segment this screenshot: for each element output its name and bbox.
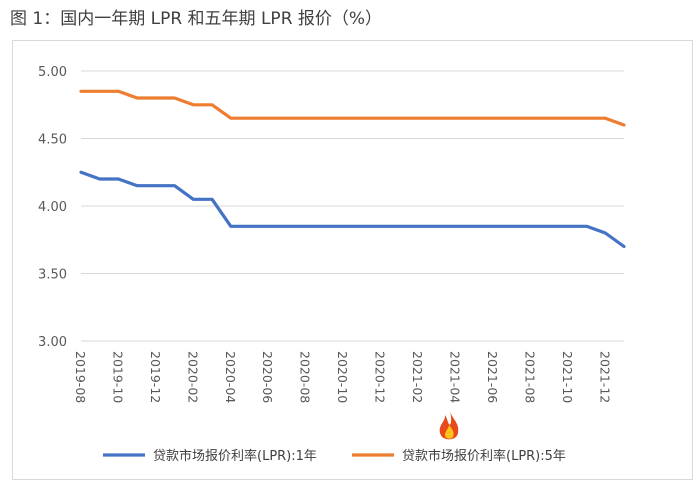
data-point <box>510 224 514 228</box>
y-axis: 5.00 4.50 4.00 3.50 3.00 <box>38 65 67 350</box>
data-point <box>248 224 252 228</box>
data-point <box>603 231 607 235</box>
x-tick-label: 2020-08 <box>298 351 313 403</box>
data-point <box>191 197 195 201</box>
data-point <box>566 224 570 228</box>
data-point <box>304 116 308 120</box>
data-point <box>547 116 551 120</box>
line-chart: 5.004.504.003.503.00 2019-08 2019-10 2019-… <box>38 65 626 464</box>
x-tick-label: 2019-10 <box>110 351 125 403</box>
data-point <box>135 184 139 188</box>
data-point <box>154 96 158 100</box>
x-tick-label: 2020-12 <box>373 351 388 403</box>
data-point <box>285 224 289 228</box>
x-tick-label: 2021-10 <box>560 351 575 403</box>
x-tick-label: 2020-06 <box>260 351 275 403</box>
data-point <box>435 116 439 120</box>
legend-label: 贷款市场报价利率(LPR):5年 <box>402 448 566 464</box>
data-point <box>154 184 158 188</box>
data-point <box>341 224 345 228</box>
x-tick-label: 2021-12 <box>597 351 612 403</box>
data-point <box>248 116 252 120</box>
data-point <box>360 116 364 120</box>
data-point <box>603 116 607 120</box>
data-point <box>454 224 458 228</box>
x-tick-label: 2019-12 <box>148 351 163 403</box>
data-point <box>360 224 364 228</box>
data-point <box>341 116 345 120</box>
data-point <box>266 224 270 228</box>
data-point <box>622 123 626 127</box>
data-point <box>79 89 83 93</box>
series-lines <box>79 89 626 249</box>
y-tick-label: 3.00 <box>38 335 67 350</box>
x-axis: 2019-08 2019-10 2019-12 2020-02 2020-04 2020-… <box>73 351 612 403</box>
data-point <box>566 116 570 120</box>
data-point <box>79 170 83 174</box>
y-tick-label: 4.50 <box>38 133 67 148</box>
x-tick-label: 2021-08 <box>522 351 537 403</box>
x-tick-label: 2021-04 <box>447 351 462 403</box>
data-point <box>528 224 532 228</box>
chart-frame: 5.00 4.50 4.00 3.50 3.00 2019-08 2019-10 2019-… <box>12 40 693 480</box>
data-point <box>322 116 326 120</box>
data-point <box>435 224 439 228</box>
data-point <box>379 116 383 120</box>
data-point <box>135 96 139 100</box>
data-point <box>491 116 495 120</box>
series-line-5y <box>79 89 626 127</box>
x-tick-label: 2019-08 <box>73 351 88 403</box>
data-point <box>229 116 233 120</box>
data-point <box>622 245 626 249</box>
data-point <box>116 89 120 93</box>
data-point <box>304 224 308 228</box>
data-point <box>585 224 589 228</box>
data-point <box>229 224 233 228</box>
x-tick-label: 2020-02 <box>185 351 200 403</box>
data-point <box>98 177 102 181</box>
gridlines <box>81 70 624 342</box>
data-point <box>472 224 476 228</box>
y-tick-label: 4.00 <box>38 200 67 215</box>
data-point <box>210 197 214 201</box>
x-tick-label: 2021-06 <box>485 351 500 403</box>
x-tick-label: 2021-02 <box>410 351 425 403</box>
data-point <box>528 116 532 120</box>
data-point <box>379 224 383 228</box>
x-tick-label: 2020-04 <box>223 351 238 403</box>
data-point <box>173 184 177 188</box>
data-point <box>416 224 420 228</box>
data-point <box>116 177 120 181</box>
data-point <box>210 103 214 107</box>
data-point <box>416 116 420 120</box>
data-point <box>98 89 102 93</box>
data-point <box>191 103 195 107</box>
figure-title: 图 1：国内一年期 LPR 和五年期 LPR 报价（%） <box>10 9 383 29</box>
data-point <box>173 96 177 100</box>
data-point <box>285 116 289 120</box>
legend: 贷款市场报价利率(LPR):1年 贷款市场报价利率(LPR):5年 <box>103 448 566 464</box>
data-point <box>266 116 270 120</box>
legend-label: 贷款市场报价利率(LPR):1年 <box>153 448 317 464</box>
data-point <box>397 224 401 228</box>
x-tick-label: 2020-10 <box>335 351 350 403</box>
data-point <box>397 116 401 120</box>
data-point <box>322 224 326 228</box>
data-point <box>491 224 495 228</box>
data-point <box>585 116 589 120</box>
data-point <box>547 224 551 228</box>
data-point <box>510 116 514 120</box>
flame-watermark-icon <box>439 411 459 440</box>
series-line-1y <box>79 170 626 249</box>
y-tick-label: 5.00 <box>38 65 67 80</box>
y-tick-label: 3.50 <box>38 268 67 283</box>
data-point <box>472 116 476 120</box>
data-point <box>454 116 458 120</box>
